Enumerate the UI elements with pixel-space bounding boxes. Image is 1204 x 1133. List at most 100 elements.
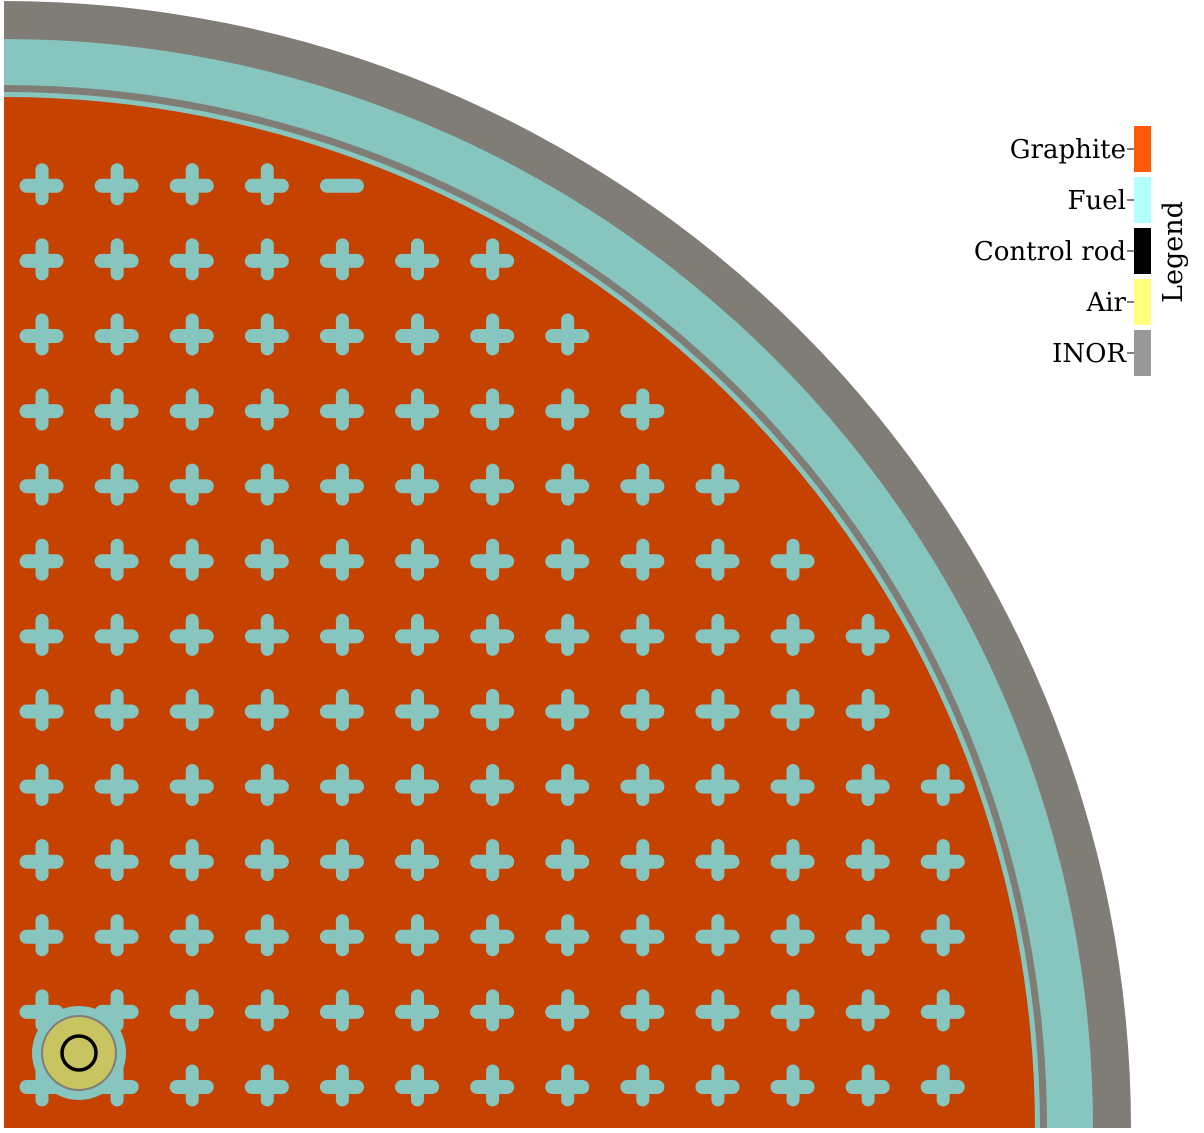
fuel-channel-vertical bbox=[35, 688, 49, 731]
fuel-channel-vertical bbox=[185, 163, 199, 206]
fuel-channel-vertical bbox=[335, 313, 349, 356]
fuel-channel-vertical bbox=[486, 1064, 500, 1107]
fuel-channel-vertical bbox=[110, 388, 124, 431]
fuel-channel-vertical bbox=[561, 538, 575, 581]
legend: Graphite Fuel Control rod Air INOR Legend bbox=[974, 126, 1189, 376]
fuel-channel-vertical bbox=[861, 989, 875, 1032]
fuel-channel-vertical bbox=[636, 989, 650, 1032]
fuel-channel-vertical bbox=[35, 463, 49, 506]
fuel-channel-vertical bbox=[786, 914, 800, 957]
control-rod bbox=[60, 1034, 98, 1072]
fuel-channel-vertical bbox=[35, 388, 49, 431]
fuel-channel-vertical bbox=[335, 989, 349, 1032]
fuel-channel-vertical bbox=[335, 764, 349, 807]
fuel-channel-vertical bbox=[260, 839, 274, 882]
fuel-channel-vertical bbox=[561, 764, 575, 807]
fuel-channel-horizontal bbox=[319, 178, 364, 193]
fuel-channel-vertical bbox=[861, 764, 875, 807]
fuel-channel-vertical bbox=[260, 764, 274, 807]
fuel-channel-vertical bbox=[260, 163, 274, 206]
legend-label-control-rod: Control rod bbox=[974, 237, 1126, 267]
fuel-channel-vertical bbox=[786, 989, 800, 1032]
fuel-channel-vertical bbox=[411, 238, 424, 281]
fuel-channel-vertical bbox=[411, 1064, 424, 1107]
fuel-channel-vertical bbox=[711, 613, 725, 656]
fuel-channel-vertical bbox=[786, 764, 800, 807]
fuel-channel-vertical bbox=[260, 1064, 274, 1107]
fuel-channel-vertical bbox=[110, 538, 124, 581]
fuel-channel-vertical bbox=[486, 463, 500, 506]
fuel-channel-vertical bbox=[411, 914, 424, 957]
fuel-channel-vertical bbox=[335, 839, 349, 882]
fuel-channel-vertical bbox=[260, 613, 274, 656]
legend-swatch-graphite bbox=[1134, 126, 1151, 172]
fuel-channel-vertical bbox=[786, 839, 800, 882]
fuel-channel-vertical bbox=[486, 388, 500, 431]
fuel-channel-vertical bbox=[110, 688, 124, 731]
fuel-channel-vertical bbox=[786, 688, 800, 731]
fuel-channel-vertical bbox=[110, 238, 124, 281]
fuel-channel-vertical bbox=[185, 313, 199, 356]
fuel-channel-vertical bbox=[335, 538, 349, 581]
fuel-channel-vertical bbox=[486, 989, 500, 1032]
legend-swatch-fuel bbox=[1134, 177, 1151, 223]
fuel-channel-vertical bbox=[110, 839, 124, 882]
fuel-channel-vertical bbox=[711, 1064, 725, 1107]
fuel-channel-vertical bbox=[411, 388, 424, 431]
fuel-channel-vertical bbox=[936, 1064, 950, 1107]
fuel-channel-vertical bbox=[561, 613, 575, 656]
fuel-channel-vertical bbox=[936, 989, 950, 1032]
fuel-channel-vertical bbox=[185, 463, 199, 506]
fuel-channel-vertical bbox=[260, 688, 274, 731]
control-rod-assembly bbox=[32, 1006, 126, 1100]
fuel-channel-vertical bbox=[486, 538, 500, 581]
fuel-channel-vertical bbox=[561, 839, 575, 882]
fuel-channel-vertical bbox=[110, 914, 124, 957]
fuel-channel-vertical bbox=[861, 914, 875, 957]
fuel-channel-vertical bbox=[486, 238, 500, 281]
fuel-channel-vertical bbox=[411, 764, 424, 807]
graphite-core bbox=[4, 97, 1035, 1128]
fuel-channel-vertical bbox=[636, 613, 650, 656]
legend-swatch-control-rod bbox=[1134, 228, 1151, 274]
fuel-channel-vertical bbox=[35, 163, 49, 206]
slot-group bbox=[19, 163, 965, 1107]
fuel-channel-vertical bbox=[861, 688, 875, 731]
fuel-channel-vertical bbox=[185, 839, 199, 882]
fuel-channel-vertical bbox=[936, 764, 950, 807]
fuel-channel-vertical bbox=[561, 1064, 575, 1107]
legend-swatch-air bbox=[1134, 279, 1151, 325]
fuel-channel-vertical bbox=[561, 463, 575, 506]
fuel-channel-vertical bbox=[636, 538, 650, 581]
fuel-channel-vertical bbox=[260, 538, 274, 581]
fuel-channel-vertical bbox=[786, 1064, 800, 1107]
fuel-channel-vertical bbox=[110, 463, 124, 506]
legend-label-air: Air bbox=[1085, 288, 1126, 318]
fuel-channel-vertical bbox=[110, 313, 124, 356]
fuel-channel-vertical bbox=[561, 313, 575, 356]
fuel-channel-vertical bbox=[861, 839, 875, 882]
fuel-channel-vertical bbox=[486, 313, 500, 356]
fuel-channel-vertical bbox=[636, 839, 650, 882]
fuel-channel-vertical bbox=[185, 238, 199, 281]
fuel-channel-vertical bbox=[185, 764, 199, 807]
fuel-channel-vertical bbox=[335, 463, 349, 506]
fuel-channel-vertical bbox=[486, 688, 500, 731]
fuel-channel-vertical bbox=[411, 463, 424, 506]
fuel-channel-vertical bbox=[35, 538, 49, 581]
fuel-channel-vertical bbox=[936, 914, 950, 957]
fuel-channel-vertical bbox=[636, 1064, 650, 1107]
fuel-channel-vertical bbox=[411, 989, 424, 1032]
fuel-channel-vertical bbox=[260, 238, 274, 281]
fuel-channel-vertical bbox=[35, 764, 49, 807]
fuel-channel-vertical bbox=[185, 1064, 199, 1107]
fuel-channel-vertical bbox=[35, 313, 49, 356]
fuel-channel-vertical bbox=[110, 764, 124, 807]
fuel-channel-vertical bbox=[711, 839, 725, 882]
fuel-channel-vertical bbox=[335, 1064, 349, 1107]
fuel-channel-vertical bbox=[636, 764, 650, 807]
fuel-channel-vertical bbox=[185, 538, 199, 581]
legend-label-fuel: Fuel bbox=[1068, 186, 1127, 216]
fuel-channel-vertical bbox=[260, 463, 274, 506]
